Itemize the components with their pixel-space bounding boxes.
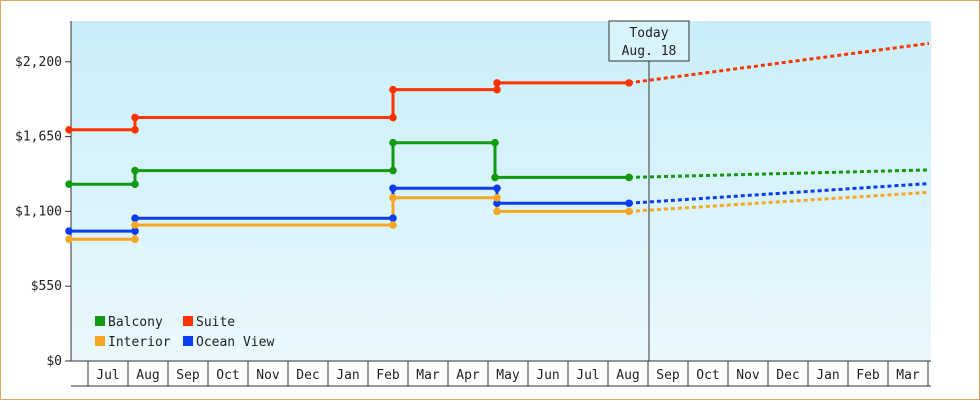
data-point[interactable]	[131, 166, 139, 175]
data-point[interactable]	[493, 199, 501, 208]
data-point[interactable]	[389, 214, 397, 222]
data-point[interactable]	[65, 235, 73, 244]
x-tick-label: Jul	[96, 368, 119, 383]
data-point[interactable]	[389, 138, 397, 147]
data-point[interactable]	[389, 184, 397, 193]
x-tick-label: Feb	[376, 368, 400, 383]
x-tick-label: May	[496, 368, 520, 383]
x-tick-label: Dec	[296, 368, 319, 383]
x-tick-label: Mar	[896, 368, 920, 383]
x-tick-label: Dec	[776, 368, 799, 383]
legend-swatch-ocean-view	[183, 336, 193, 346]
x-tick-label: Aug	[616, 368, 639, 383]
data-point[interactable]	[625, 173, 633, 182]
y-tick-label: $1,100	[15, 204, 62, 219]
x-tick-label: Feb	[856, 368, 880, 383]
x-tick-label: Sep	[656, 368, 680, 383]
data-point[interactable]	[65, 126, 73, 134]
series-forecast-ocean-view	[628, 182, 930, 205]
data-point[interactable]	[131, 227, 139, 235]
x-tick-label: Nov	[736, 368, 760, 383]
data-point[interactable]	[131, 221, 139, 229]
data-point[interactable]	[65, 227, 73, 235]
series-forecast-interior	[628, 190, 930, 213]
legend-swatch-suite	[183, 316, 193, 326]
y-tick-label: $2,200	[15, 55, 62, 70]
x-tick-label: Oct	[216, 368, 239, 383]
data-point[interactable]	[65, 180, 73, 188]
today-label: Today	[629, 26, 668, 41]
series-forecast-suite	[628, 41, 930, 85]
x-tick-label: Aug	[136, 368, 159, 383]
data-point[interactable]	[389, 221, 397, 229]
data-point[interactable]	[493, 79, 501, 87]
x-tick-label: Sep	[176, 368, 200, 383]
data-point[interactable]	[625, 207, 633, 216]
y-tick-label: $1,650	[15, 130, 62, 145]
x-tick-label: Oct	[696, 368, 719, 383]
legend-swatch-balcony	[95, 316, 105, 326]
data-point[interactable]	[493, 85, 501, 94]
data-point[interactable]	[491, 173, 499, 182]
data-point[interactable]	[493, 194, 501, 202]
series-forecast-balcony	[628, 168, 930, 179]
data-point[interactable]	[131, 113, 139, 122]
legend-label-interior: Interior	[108, 335, 171, 350]
data-point[interactable]	[131, 235, 139, 244]
x-tick-label: Jan	[336, 368, 359, 383]
data-point[interactable]	[625, 199, 633, 208]
y-tick-label: $0	[46, 354, 62, 369]
x-tick-label: Jun	[536, 368, 559, 383]
data-point[interactable]	[491, 138, 499, 147]
data-point[interactable]	[389, 113, 397, 122]
x-tick-label: Mar	[416, 368, 440, 383]
plot-background	[71, 21, 931, 361]
data-point[interactable]	[625, 79, 633, 87]
today-date-label: Aug. 18	[622, 44, 677, 59]
data-point[interactable]	[389, 194, 397, 202]
legend-label-ocean-view: Ocean View	[196, 335, 274, 350]
x-tick-label: Jan	[816, 368, 839, 383]
data-point[interactable]	[131, 126, 139, 134]
legend-label-balcony: Balcony	[108, 315, 163, 330]
legend-label-suite: Suite	[196, 315, 235, 330]
legend-swatch-interior	[95, 336, 105, 346]
x-tick-label: Nov	[256, 368, 280, 383]
today-label-box	[608, 20, 690, 62]
y-tick-label: $550	[31, 279, 62, 294]
data-point[interactable]	[389, 166, 397, 175]
data-point[interactable]	[131, 214, 139, 222]
data-point[interactable]	[389, 85, 397, 94]
x-tick-label: Apr	[456, 368, 480, 383]
data-point[interactable]	[493, 207, 501, 216]
x-tick-label: Jul	[576, 368, 599, 383]
data-point[interactable]	[493, 184, 501, 193]
data-point[interactable]	[131, 180, 139, 188]
